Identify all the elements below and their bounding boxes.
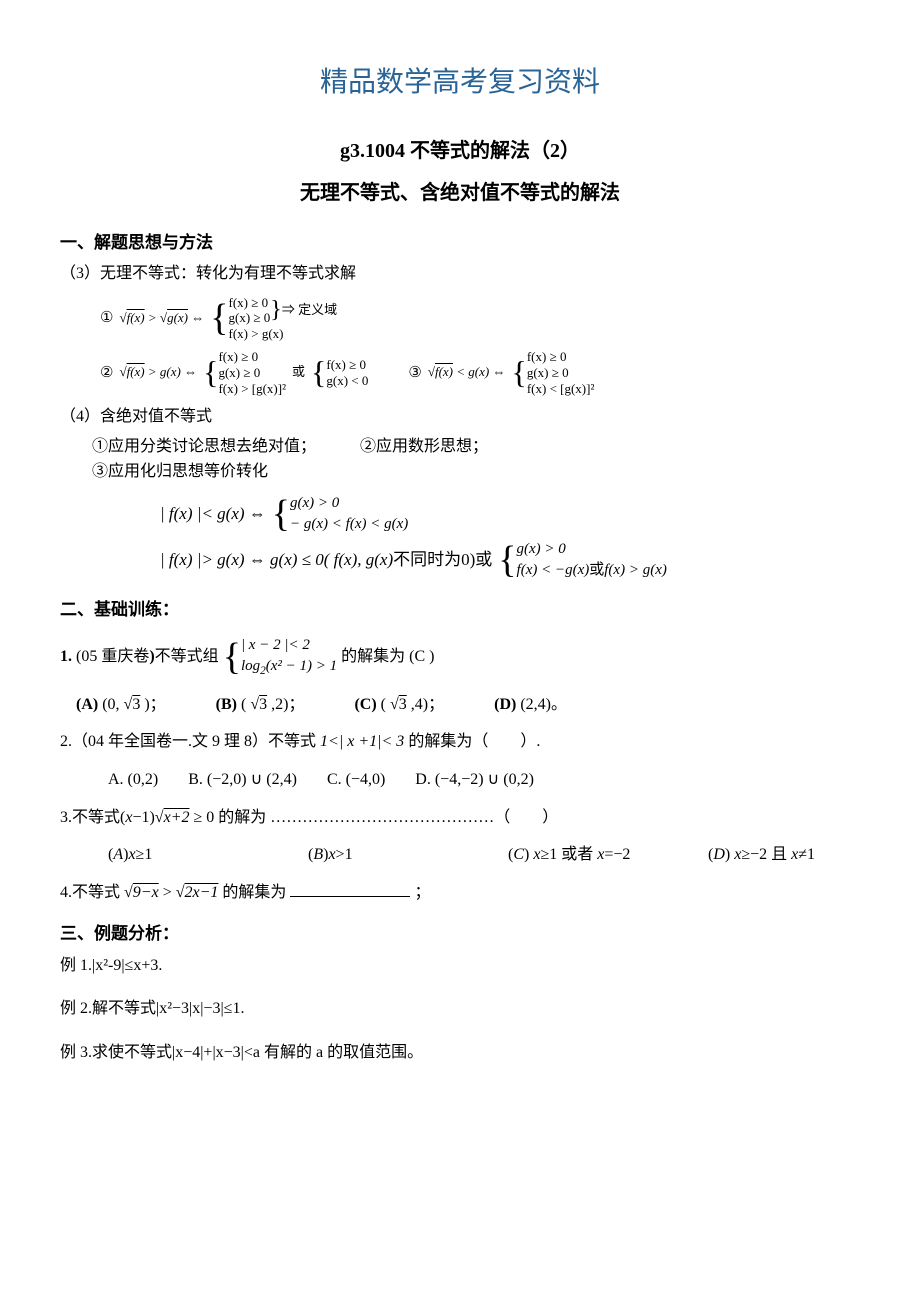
q1-b1: | x − 2 |< 2 xyxy=(241,635,337,656)
q1-opt-d: (D) (2,4)。 xyxy=(494,692,567,718)
q2-opt-a: A. (0,2) xyxy=(108,767,158,793)
abs-f2-left: | f(x) |> g(x) ⇔ g(x) ≤ 0( f(x), g(x)不同时… xyxy=(160,546,492,573)
f1-b-inner: f(x) ≥ 0 g(x) ≥ 0 } ⇒ 定义域 xyxy=(229,295,338,326)
f2-b3: f(x) > [g(x)]² xyxy=(218,381,286,397)
s1-line4: （4）含绝对值不等式 xyxy=(60,404,860,430)
q1-b2: log2(x² − 1) > 1 xyxy=(241,656,337,680)
section2-heading: 二、基础训练： xyxy=(60,596,860,623)
f1-note: ⇒ 定义域 xyxy=(282,302,337,318)
brace-icon: { xyxy=(203,360,218,386)
brace-icon: { xyxy=(223,642,241,672)
abs-f1-left: | f(x) |< g(x) ⇔ xyxy=(160,500,266,527)
brace-icon: { xyxy=(511,360,526,386)
f1-b1: f(x) ≥ 0 xyxy=(229,295,271,311)
abs-f2-b2: f(x) < −g(x)或f(x) > g(x) xyxy=(517,560,667,581)
example-3: 例 3.求使不等式|x−4|+|x−3|<a 有解的 a 的取值范围。 xyxy=(60,1040,860,1066)
q2-opt-b: B. (−2,0) ∪ (2,4) xyxy=(188,767,297,793)
f1-b2: g(x) ≥ 0 xyxy=(229,310,271,326)
brace-icon: { xyxy=(498,545,516,575)
question-4: 4.不等式 √9−x > √2x−1 的解集为 ； xyxy=(60,880,860,906)
f1-b3: f(x) > g(x) xyxy=(229,326,338,342)
s1-4b: ②应用数形思想； xyxy=(360,438,488,455)
q1-opt-b: (B) ( √3 ,2)； xyxy=(216,692,305,718)
f2-b1: f(x) ≥ 0 xyxy=(218,349,286,365)
q2-options: A. (0,2) B. (−2,0) ∪ (2,4) C. (−4,0) D. … xyxy=(108,767,860,793)
formula-row-23: ② √f(x) > g(x) ⇔ { f(x) ≥ 0 g(x) ≥ 0 f(x… xyxy=(100,349,860,396)
q1-opt-c: (C) ( √3 ,4)； xyxy=(354,692,444,718)
q3-options: (A)x≥1 (B)x>1 (C) x≥1 或者 x=−2 (D) x≥−2 且… xyxy=(108,842,860,868)
s1-sub4: ①应用分类讨论思想去绝对值； ②应用数形思想； ③应用化归思想等价转化 xyxy=(60,434,860,485)
q3-opt-d: (D) x≥−2 且 x≠1 xyxy=(708,842,848,868)
q4-prefix: 4.不等式 √9−x > √2x−1 的解集为 xyxy=(60,884,286,901)
circ-3: ③ xyxy=(408,361,421,385)
formula-2: ② √f(x) > g(x) ⇔ { f(x) ≥ 0 g(x) ≥ 0 f(x… xyxy=(100,349,368,396)
circ-2: ② xyxy=(100,361,113,385)
abs-f1-b2: − g(x) < f(x) < g(x) xyxy=(290,514,408,535)
section1-heading: 一、解题思想与方法 xyxy=(60,229,860,256)
brace-right-icon: } xyxy=(270,301,282,320)
abs-f2-b1: g(x) > 0 xyxy=(517,539,667,560)
question-3: 3.不等式(x−1)√x+2 ≥ 0 的解为 ……………………………………（ ） xyxy=(60,805,860,831)
q1-opt-a: (A) (0, √3 )； xyxy=(76,692,166,718)
q1-prefix: 1. (05 重庆卷)不等式组 xyxy=(60,648,219,665)
q2-text: 2.（04 年全国卷一.文 9 理 8）不等式 1<| x +1|< 3 的解集… xyxy=(60,733,540,750)
question-1: 1. (05 重庆卷)不等式组 { | x − 2 |< 2 log2(x² −… xyxy=(60,635,860,680)
abs-f1-b1: g(x) > 0 xyxy=(290,493,408,514)
formula-3: ③ √f(x) < g(x) ⇔ { f(x) ≥ 0 g(x) ≥ 0 f(x… xyxy=(408,349,594,396)
f3-b2: g(x) ≥ 0 xyxy=(527,365,595,381)
f2-left: √f(x) > g(x) ⇔ xyxy=(119,362,197,383)
topic-title: 无理不等式、含绝对值不等式的解法 xyxy=(60,177,860,209)
q1-options: (A) (0, √3 )； (B) ( √3 ,2)； (C) ( √3 ,4)… xyxy=(76,692,860,718)
brace-icon: { xyxy=(311,360,326,386)
f2-b2: g(x) ≥ 0 xyxy=(218,365,286,381)
q1-suffix: 的解集为 (C ) xyxy=(341,648,434,665)
section3-heading: 三、例题分析： xyxy=(60,920,860,947)
formula-1: ① √f(x) > √g(x) ⇔ { f(x) ≥ 0 g(x) ≥ 0 } … xyxy=(100,295,860,342)
f3-left: √f(x) < g(x) ⇔ xyxy=(428,362,506,383)
q2-opt-d: D. (−4,−2) ∪ (0,2) xyxy=(415,767,534,793)
f2-c2: g(x) < 0 xyxy=(326,373,368,389)
blank-line xyxy=(290,880,410,897)
example-2: 例 2.解不等式|x²−3|x|−3|≤1. xyxy=(60,996,860,1022)
q2-opt-c: C. (−4,0) xyxy=(327,767,385,793)
q3-opt-c: (C) x≥1 或者 x=−2 xyxy=(508,842,648,868)
sub-title: g3.1004 不等式的解法（2） xyxy=(60,135,860,167)
example-1: 例 1.|x²-9|≤x+3. xyxy=(60,953,860,979)
f3-b3: f(x) < [g(x)]² xyxy=(527,381,595,397)
abs-formula-1: | f(x) |< g(x) ⇔ { g(x) > 0 − g(x) < f(x… xyxy=(160,493,860,581)
q3-opt-b: (B)x>1 xyxy=(308,842,448,868)
question-2: 2.（04 年全国卷一.文 9 理 8）不等式 1<| x +1|< 3 的解集… xyxy=(60,729,860,755)
q3-opt-a: (A)x≥1 xyxy=(108,842,248,868)
s1-4a: ①应用分类讨论思想去绝对值； xyxy=(92,438,316,455)
circ-1: ① xyxy=(100,306,113,330)
brace-left-icon: { xyxy=(210,303,228,333)
f1-left: √f(x) > √g(x) ⇔ xyxy=(119,308,204,329)
s1-line3: （3）无理不等式：转化为有理不等式求解 xyxy=(60,261,860,287)
q4-suffix: ； xyxy=(414,884,430,901)
s1-4c: ③应用化归思想等价转化 xyxy=(92,463,268,480)
f2-or: 或 xyxy=(292,362,305,383)
main-title: 精品数学高考复习资料 xyxy=(60,60,860,105)
f3-b1: f(x) ≥ 0 xyxy=(527,349,595,365)
brace-icon: { xyxy=(272,499,290,529)
f2-c1: f(x) ≥ 0 xyxy=(326,357,368,373)
q3-text: 3.不等式(x−1)√x+2 ≥ 0 的解为 ……………………………………（ ） xyxy=(60,809,558,826)
